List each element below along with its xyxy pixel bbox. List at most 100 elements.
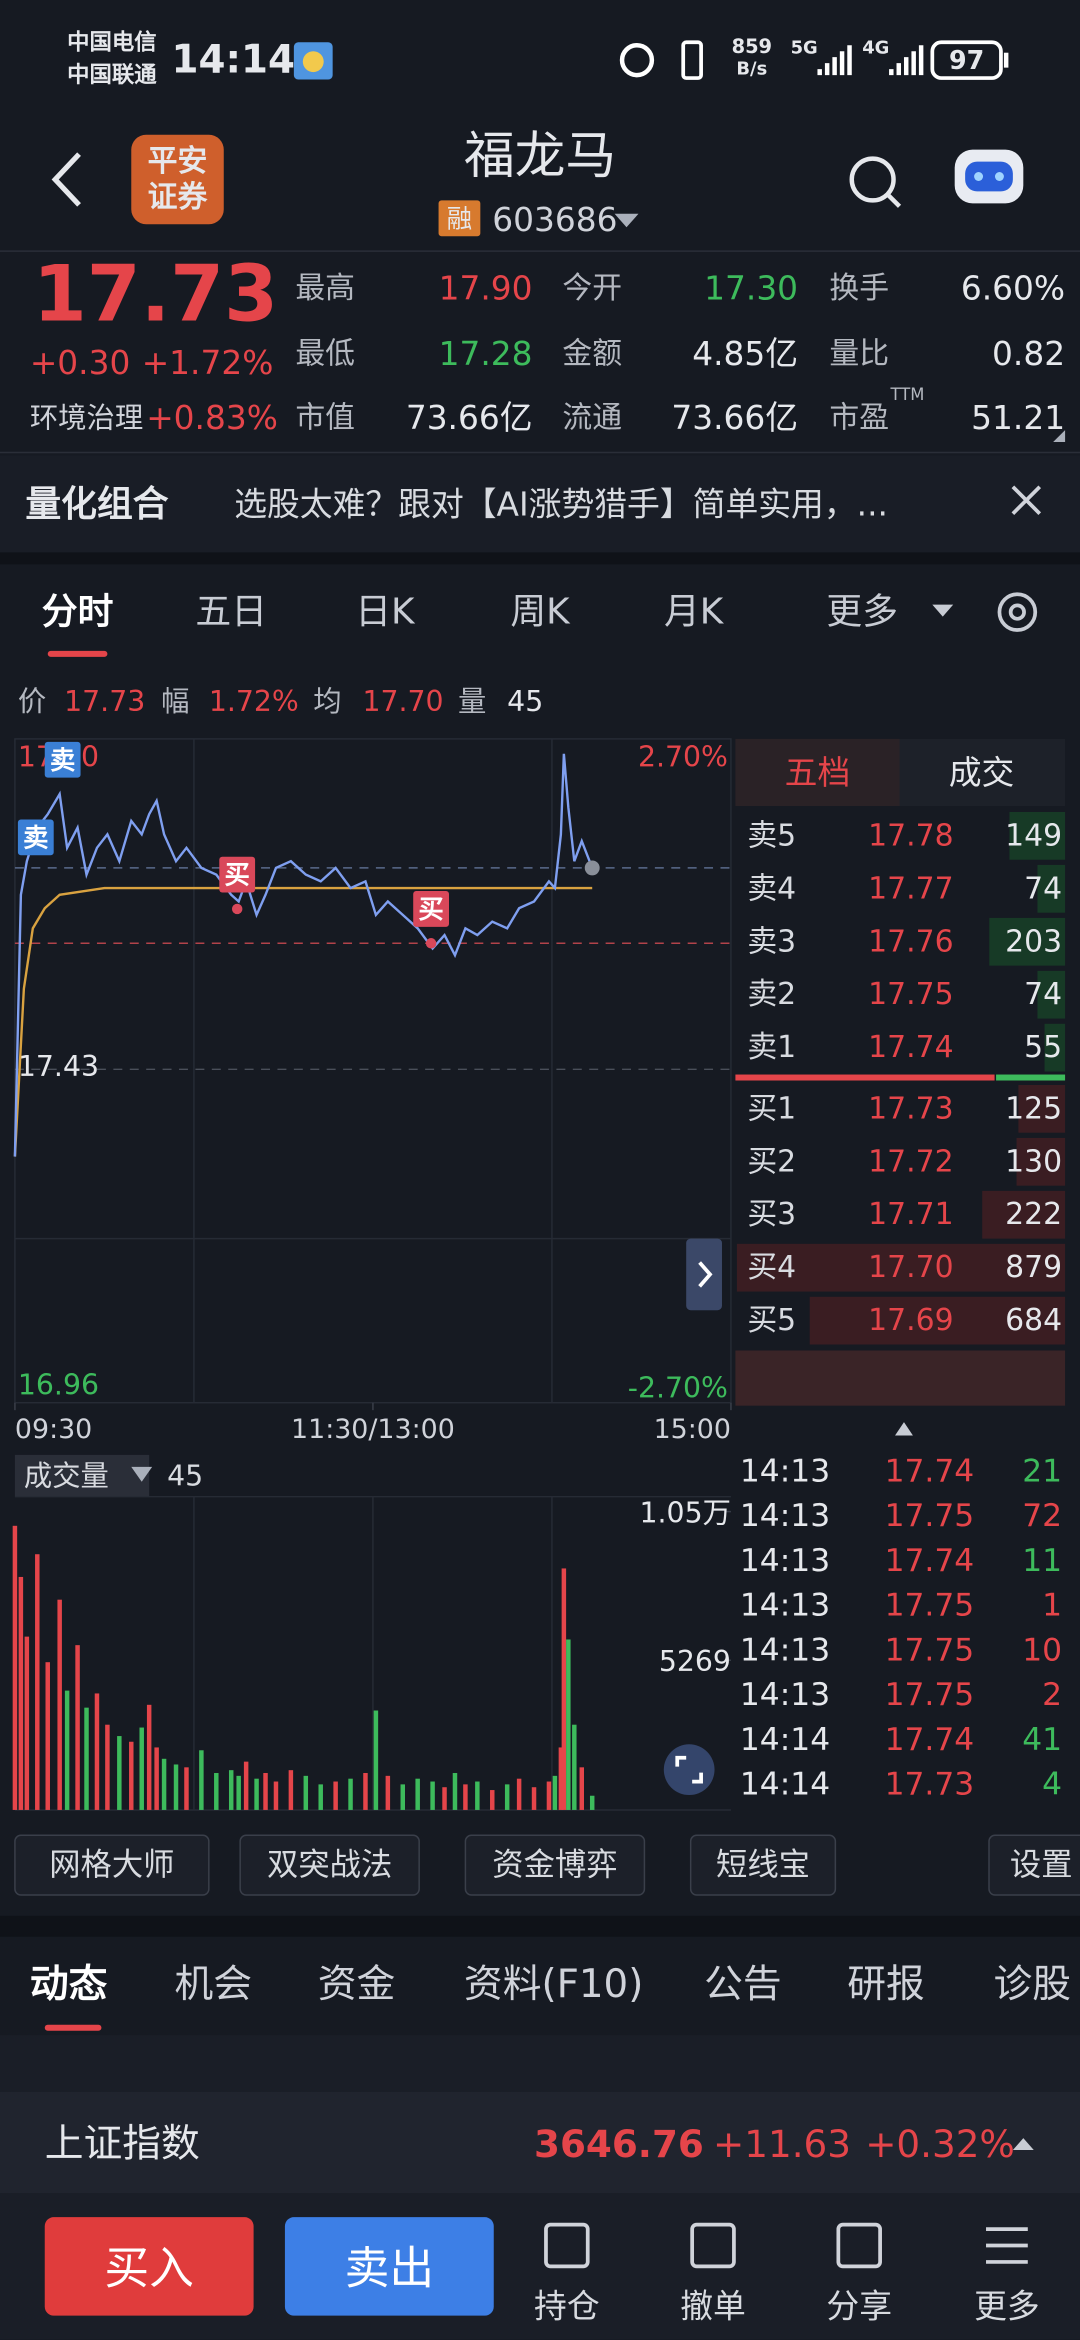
volume-bar (184, 1767, 189, 1810)
trade-price: 17.74 (885, 1543, 975, 1579)
info-tab[interactable]: 资料(F10) (464, 1962, 643, 2007)
book-tab[interactable]: 五档 (785, 754, 851, 792)
info-value: 17.70 (362, 685, 443, 718)
stat-value: 17.90 (439, 269, 533, 307)
chart-tab[interactable]: 日K (355, 592, 416, 633)
volume-bar (45, 1662, 50, 1810)
book-volume: 222 (1005, 1197, 1062, 1232)
info-tab[interactable]: 研报 (847, 1962, 925, 2007)
trade-volume: 11 (1022, 1543, 1062, 1579)
banner-text[interactable]: 选股太难？跟对【AI涨势猎手】简单实用，... (234, 486, 888, 524)
margin-badge-bg (438, 200, 481, 237)
stat-label: 换手 (829, 271, 889, 306)
back-button[interactable] (51, 152, 81, 207)
net-speed-unit: B/s (736, 59, 767, 80)
expand-button[interactable] (686, 1238, 722, 1311)
tool-button[interactable] (464, 1834, 646, 1896)
trade-dot (231, 903, 243, 915)
trades-toggle[interactable] (895, 1422, 913, 1436)
volume-bar (475, 1781, 480, 1810)
chart-tab[interactable]: 分时 (42, 592, 114, 633)
chart-tab[interactable]: 更多 (826, 592, 898, 633)
fullscreen-button[interactable] (663, 1744, 715, 1796)
search-handle (885, 192, 902, 208)
trade-volume: 4 (1042, 1767, 1062, 1803)
volume-bar (173, 1764, 179, 1810)
depth-bar (1037, 864, 1066, 913)
search-button[interactable] (849, 156, 896, 203)
more-dropdown[interactable] (932, 604, 954, 617)
sector-name: 环境治理 (30, 402, 143, 435)
nav-item[interactable]: 更多 (974, 2288, 1040, 2326)
book-level: 卖5 (747, 818, 796, 853)
index-toggle[interactable] (1012, 2138, 1034, 2151)
ask-ratio (996, 1074, 1066, 1081)
info-value: 45 (507, 685, 543, 718)
buy-button[interactable] (44, 2217, 254, 2316)
stat-label: 流通 (562, 401, 622, 436)
battery-tip (1003, 52, 1009, 68)
stat-value: 4.85亿 (692, 335, 798, 373)
trade-marker (44, 741, 81, 778)
logo-text: 证券 (148, 180, 209, 215)
info-tab[interactable]: 资金 (318, 1962, 396, 2007)
book-tab[interactable]: 成交 (949, 754, 1015, 792)
trade-time: 14:13 (740, 1677, 830, 1713)
battery-icon (930, 40, 1003, 80)
share-icon (836, 2222, 882, 2269)
info-tab[interactable]: 公告 (704, 1962, 782, 2007)
info-tab[interactable]: 动态 (30, 1962, 108, 2007)
book-price: 17.69 (868, 1303, 953, 1338)
volume-bar (516, 1778, 522, 1810)
feed-area (0, 2035, 1080, 2092)
sell-button[interactable] (284, 2217, 494, 2316)
tool-button[interactable] (988, 1834, 1080, 1896)
settings-button[interactable] (997, 592, 1038, 632)
volume-bar (236, 1775, 241, 1810)
volume-bar (589, 1795, 595, 1810)
info-label: 均 (313, 685, 341, 718)
volume-bar (430, 1781, 435, 1810)
nav-item[interactable]: 撤单 (680, 2288, 746, 2326)
nav-item[interactable]: 持仓 (534, 2288, 600, 2326)
volume-bar (228, 1770, 234, 1810)
volume-bar (243, 1761, 249, 1810)
info-tab[interactable]: 机会 (175, 1962, 253, 2007)
trade-volume: 21 (1022, 1453, 1062, 1489)
volume-bar (288, 1770, 294, 1810)
volume-selector[interactable] (14, 1454, 150, 1497)
index-value: 3646.76 (534, 2122, 704, 2166)
chart-tab[interactable]: 五日 (195, 592, 267, 633)
depth-bar (1044, 1023, 1066, 1072)
network: 5G (791, 38, 818, 59)
info-label: 价 (18, 685, 46, 718)
chart-tab[interactable]: 月K (664, 592, 725, 633)
gap (0, 1915, 1080, 1937)
sell-label: 卖出 (345, 2241, 435, 2294)
tool-button[interactable] (14, 1834, 210, 1896)
dropdown-icon[interactable] (614, 213, 639, 228)
stat-label: 今开 (562, 271, 622, 306)
trade-volume: 41 (1022, 1722, 1062, 1758)
volume-bar (273, 1781, 279, 1810)
book-price: 17.71 (868, 1197, 953, 1232)
tool-button[interactable] (689, 1834, 837, 1896)
trade-marker (219, 856, 256, 893)
info-tab[interactable]: 诊股 (993, 1962, 1071, 2007)
upgrade-button[interactable] (735, 1350, 1066, 1406)
more-icon (986, 2227, 1028, 2264)
close-banner[interactable] (1011, 485, 1042, 515)
chart-tab[interactable]: 周K (510, 592, 571, 633)
nav-item[interactable]: 分享 (826, 2288, 892, 2326)
tool-button[interactable] (239, 1834, 420, 1896)
volume-layer: 1.05万 5269 (12, 1497, 731, 1810)
depth-bar (1018, 1084, 1066, 1133)
volume-bar (75, 1645, 80, 1810)
depth-bar (1009, 811, 1066, 860)
volume-bar (333, 1781, 338, 1810)
book-level: 卖2 (747, 977, 796, 1012)
trade-marker (413, 891, 450, 927)
